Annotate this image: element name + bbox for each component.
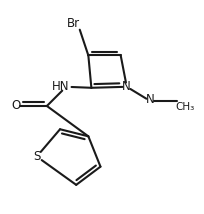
Text: O: O <box>11 100 20 113</box>
Text: N: N <box>121 80 130 93</box>
Text: N: N <box>145 94 154 106</box>
Text: S: S <box>33 150 40 163</box>
Text: Br: Br <box>66 16 79 30</box>
Text: CH₃: CH₃ <box>174 102 194 112</box>
Text: HN: HN <box>52 80 69 93</box>
